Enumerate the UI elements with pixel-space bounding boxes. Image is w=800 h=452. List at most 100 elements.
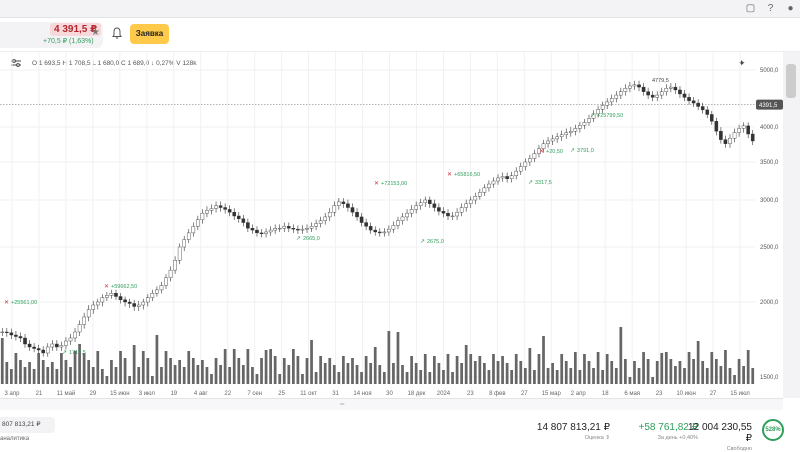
candle-body — [646, 91, 650, 96]
candle-body — [555, 136, 559, 140]
volume-bar — [428, 372, 432, 384]
candle-body — [550, 138, 555, 142]
volume-bar — [319, 356, 323, 384]
candle-body — [459, 207, 464, 213]
volume-bar — [483, 363, 486, 384]
volume-bar — [624, 359, 627, 384]
candle-body — [250, 227, 255, 231]
trade-marker-icon: ↗ — [62, 350, 67, 356]
volume-bar — [87, 360, 91, 384]
candle-body — [186, 232, 191, 240]
candle-body — [91, 304, 96, 310]
volume-bar — [423, 354, 427, 384]
volume-bar — [182, 367, 186, 384]
bell-icon[interactable] — [110, 26, 124, 40]
candle-body — [287, 226, 291, 229]
price-scale-scrollbar[interactable] — [783, 52, 800, 398]
candle-body — [309, 226, 314, 229]
volume-bar — [237, 358, 241, 384]
analytics-link[interactable]: аналитика — [0, 436, 30, 442]
day-change-metric: +58 761,82 ₽ За день +0,40% — [612, 422, 698, 441]
candle-body — [673, 86, 678, 91]
volume-bar — [401, 365, 404, 384]
volume-bar — [551, 363, 554, 384]
resize-handle-icon[interactable]: ═ — [340, 402, 345, 408]
volume-bar — [419, 370, 423, 384]
volume-bar — [655, 361, 659, 384]
volume-bar — [369, 363, 373, 384]
volume-bar — [719, 366, 723, 384]
volume-bar — [37, 353, 41, 384]
x-tick-label: 8 фев — [489, 391, 505, 397]
volume-bar — [241, 365, 245, 384]
candle-body — [387, 228, 391, 233]
candle-body — [318, 220, 323, 224]
panel-divider[interactable] — [0, 398, 783, 410]
candle-body — [655, 94, 660, 98]
candle-body — [559, 134, 564, 137]
candle-body — [32, 346, 36, 349]
volume-bar — [633, 361, 636, 384]
scroll-thumb[interactable] — [786, 64, 796, 98]
price-chart[interactable]: 3 апр 21 11 май 29 15 июн 3 июл 19 4 авг 22 7 сен… — [0, 52, 783, 398]
volume-bar — [60, 353, 63, 384]
candle-body — [564, 132, 569, 135]
chart-area[interactable] — [0, 52, 800, 399]
help-icon[interactable]: ? — [767, 3, 774, 14]
candle-body — [50, 343, 55, 348]
trade-annotation: 3791,0 — [577, 148, 594, 154]
candle-body — [659, 91, 664, 96]
candle-body — [177, 246, 182, 261]
account-selector[interactable]: 807 813,21 ₽ — [0, 417, 55, 433]
candle-body — [600, 105, 605, 110]
candle-body — [614, 94, 619, 99]
volume-bar — [146, 358, 150, 384]
user-icon[interactable]: ● — [787, 3, 794, 14]
candle-body — [64, 340, 68, 346]
trade-annotation: +59662,50 — [111, 284, 137, 290]
candle-body — [491, 180, 496, 185]
candle-body — [332, 205, 337, 213]
volume-bar — [50, 362, 54, 384]
candle-body — [596, 109, 600, 115]
volume-bar — [578, 370, 582, 384]
candle-body — [582, 122, 587, 126]
volume-bar — [560, 354, 564, 384]
ai-sparkle-icon[interactable]: ✦ — [738, 58, 746, 68]
top-bar: ▢ ? ● — [0, 0, 800, 18]
candle-body — [400, 216, 405, 221]
chat-icon[interactable]: ▢ — [745, 3, 756, 14]
candle-body — [487, 183, 491, 189]
candle-body — [127, 301, 132, 304]
volume-bar — [505, 363, 509, 384]
candle-body — [55, 343, 59, 348]
volume-bar — [605, 354, 609, 384]
volume-bar — [437, 363, 441, 384]
x-tick-label: 2024 — [437, 391, 451, 397]
trade-marker-icon: ↗ — [590, 113, 595, 119]
valuation-value: 14 807 813,21 ₽ — [536, 422, 610, 433]
margin-ring[interactable]: 528% — [762, 419, 784, 441]
candle-body — [273, 227, 277, 231]
candle-body — [641, 86, 646, 92]
volume-bar — [733, 375, 736, 384]
day-change-value: +58 761,82 ₽ — [638, 422, 698, 433]
y-tick-label: 1500,0 — [760, 375, 779, 381]
volume-bar — [346, 363, 350, 384]
volume-bar — [514, 354, 518, 384]
candle-body — [73, 331, 77, 339]
volume-bar — [169, 358, 172, 384]
x-tick-label: 18 — [602, 391, 609, 397]
candle-body — [205, 210, 209, 214]
volume-bar — [601, 370, 604, 384]
volume-bar — [737, 359, 741, 384]
chart-settings-icon[interactable] — [10, 58, 22, 68]
candle-body — [132, 303, 136, 307]
volume-bar — [164, 351, 168, 384]
volume-bar — [660, 353, 664, 384]
volume-bar — [596, 352, 600, 384]
volume-bar — [564, 361, 568, 384]
x-tick-label: 27 — [521, 391, 528, 397]
order-button[interactable]: Заявка — [130, 24, 169, 44]
favorite-star-icon[interactable]: ★ — [91, 27, 100, 38]
